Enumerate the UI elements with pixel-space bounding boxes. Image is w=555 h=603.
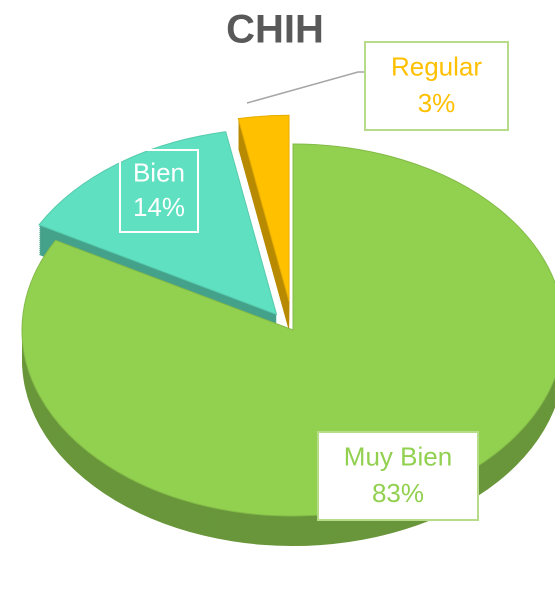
slice [237,114,290,302]
leader-line [246,71,365,104]
data-label-category: Regular [391,51,482,81]
data-label-value: 83% [372,478,424,508]
data-label-value: 14% [133,192,185,222]
data-label-category: Bien [133,157,185,187]
data-label-value: 3% [418,88,456,118]
data-label-category: Muy Bien [344,441,452,471]
data-label-box [364,41,509,131]
slice [38,131,278,316]
chart-title: CHIH [226,8,324,52]
data-label-box [119,149,199,233]
data-label-box [317,431,479,521]
